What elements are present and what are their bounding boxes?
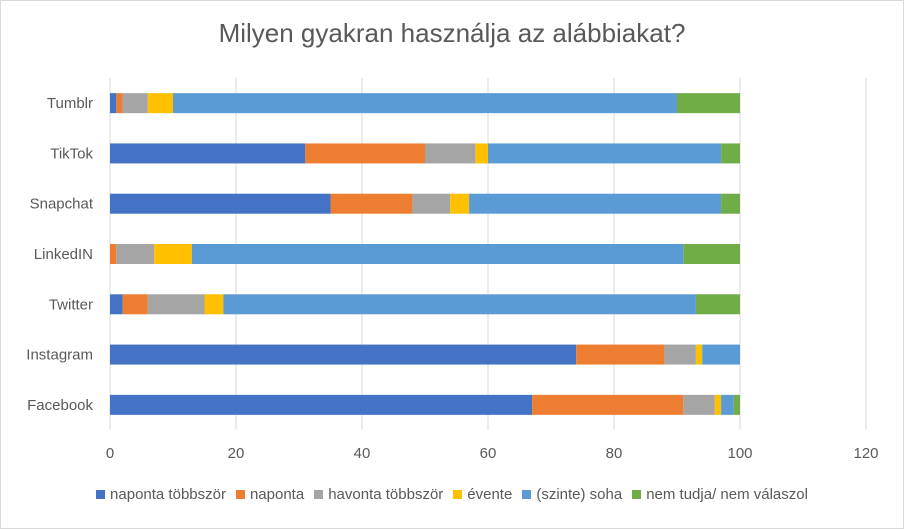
bar-segment bbox=[154, 244, 192, 264]
bar-segment bbox=[110, 344, 577, 365]
legend-swatch bbox=[314, 490, 324, 499]
legend-swatch bbox=[522, 490, 532, 499]
bar-segment bbox=[721, 394, 734, 415]
bar-segment bbox=[116, 93, 123, 114]
category-label: Facebook bbox=[27, 397, 93, 414]
x-tick-label: 100 bbox=[727, 445, 752, 462]
x-tick-label: 120 bbox=[853, 445, 878, 462]
bar-segment bbox=[110, 394, 533, 415]
bar-segment bbox=[305, 143, 425, 164]
bar-segment bbox=[223, 294, 696, 315]
x-tick-label: 0 bbox=[106, 445, 114, 462]
bar-segment bbox=[116, 244, 155, 264]
bar-segment bbox=[110, 193, 331, 214]
category-label: Snapchat bbox=[30, 196, 94, 213]
bar-segment bbox=[714, 394, 722, 415]
bar-segment bbox=[733, 394, 740, 415]
legend-label: naponta bbox=[249, 486, 305, 503]
legend-item: nem tudja/ nem válaszol bbox=[632, 486, 808, 503]
legend-swatch bbox=[96, 490, 106, 499]
bar-segment bbox=[683, 244, 740, 264]
category-label: TikTok bbox=[50, 145, 93, 162]
bar-segment bbox=[425, 143, 476, 164]
chart-title: Milyen gyakran használja az alábbiakat? bbox=[218, 18, 686, 48]
bar-segment bbox=[173, 93, 677, 114]
x-tick-label: 60 bbox=[480, 445, 497, 462]
bar-segment bbox=[412, 193, 451, 214]
legend-label: nem tudja/ nem válaszol bbox=[646, 486, 808, 503]
legend-label: (szinte) soha bbox=[536, 486, 623, 503]
category-label: Instagram bbox=[26, 347, 93, 364]
bar-segment bbox=[576, 344, 665, 365]
x-tick-label: 80 bbox=[606, 445, 623, 462]
bar-segment bbox=[110, 244, 117, 264]
bar-segment bbox=[191, 244, 684, 264]
bar-segment bbox=[469, 193, 722, 214]
bar-segment bbox=[122, 294, 148, 315]
bar-segment bbox=[147, 294, 205, 315]
bar-segment bbox=[532, 394, 684, 415]
legend-label: havonta többször bbox=[328, 486, 444, 503]
bar-segment bbox=[110, 143, 306, 164]
legend-swatch bbox=[453, 490, 463, 499]
category-label: Twitter bbox=[49, 296, 93, 313]
bar-segment bbox=[488, 143, 722, 164]
bar-segment bbox=[204, 294, 224, 315]
bar-segment bbox=[695, 344, 703, 365]
bar-segment bbox=[721, 193, 740, 214]
legend-item: naponta bbox=[235, 486, 305, 503]
bar-segment bbox=[147, 93, 173, 114]
legend-label: évente bbox=[467, 486, 513, 503]
bar-segment bbox=[721, 143, 740, 164]
bar-segment bbox=[450, 193, 470, 214]
bar-segment bbox=[702, 344, 740, 365]
legend-swatch bbox=[235, 490, 245, 499]
legend-item: naponta többször bbox=[96, 486, 226, 503]
legend-item: (szinte) soha bbox=[522, 486, 622, 503]
bar-segment bbox=[695, 294, 740, 315]
legend-item: évente bbox=[453, 486, 512, 503]
bar-segment bbox=[683, 394, 715, 415]
legend-label: naponta többször bbox=[110, 486, 226, 503]
bar-segment bbox=[330, 193, 413, 214]
legend-item: havonta többször bbox=[314, 486, 443, 503]
bar-segment bbox=[677, 93, 740, 114]
legend: naponta többször naponta havonta többszö… bbox=[0, 486, 904, 503]
bar-segment bbox=[664, 344, 696, 365]
category-label: Tumblr bbox=[47, 95, 93, 112]
bar-segment bbox=[110, 294, 123, 315]
bar-segment bbox=[475, 143, 488, 164]
x-tick-label: 20 bbox=[228, 445, 245, 462]
x-tick-label: 40 bbox=[354, 445, 371, 462]
category-label: LinkedIN bbox=[34, 246, 93, 263]
legend-swatch bbox=[632, 490, 642, 499]
bar-segment bbox=[110, 93, 117, 114]
bar-segment bbox=[122, 93, 148, 114]
